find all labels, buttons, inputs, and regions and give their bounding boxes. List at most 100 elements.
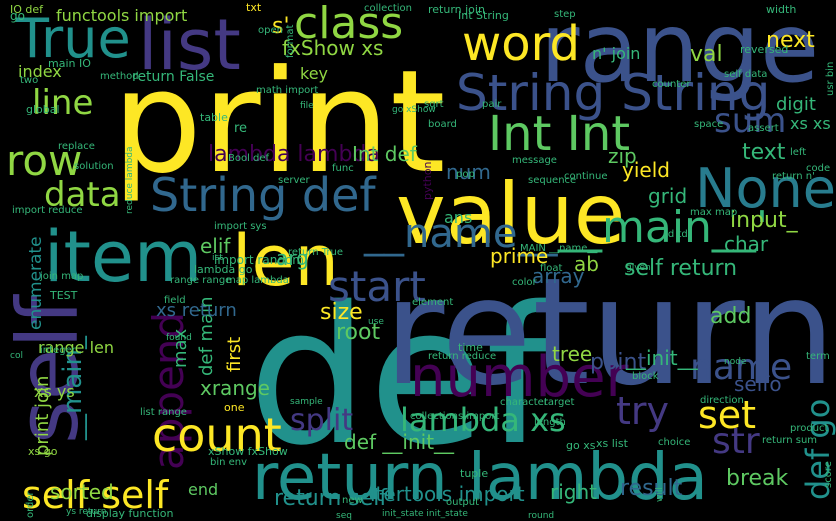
- cloud-word: end: [188, 480, 219, 499]
- cloud-word: String String: [456, 64, 771, 122]
- cloud-word: math import: [256, 85, 319, 96]
- cloud-word: Int Int: [488, 106, 631, 162]
- cloud-word: count: [152, 408, 282, 462]
- cloud-word: number: [410, 345, 629, 410]
- cloud-word: left: [790, 147, 807, 158]
- cloud-word: pair: [482, 99, 502, 110]
- cloud-word: prime: [490, 244, 549, 268]
- cloud-word: tree: [552, 342, 593, 366]
- cloud-word: counter: [652, 79, 691, 90]
- cloud-word: lambda xs: [400, 401, 566, 439]
- cloud-word: range range: [170, 275, 232, 286]
- cloud-word: go: [10, 9, 25, 23]
- cloud-word: add: [710, 304, 752, 329]
- cloud-word: __init__: [626, 346, 698, 370]
- cloud-word: output: [446, 497, 479, 508]
- cloud-word: list range: [140, 407, 187, 418]
- cloud-word: seq: [336, 511, 352, 521]
- cloud-word: __main__': [558, 202, 769, 253]
- cloud-word: self return: [624, 256, 738, 281]
- cloud-word: data: [44, 175, 121, 215]
- cloud-word: result: [620, 476, 683, 501]
- cloud-word: sum: [714, 101, 787, 141]
- cloud-word: character: [500, 397, 548, 408]
- cloud-word: val: [690, 42, 723, 67]
- cloud-word: first: [224, 336, 245, 372]
- cloud-word: True: [16, 7, 131, 70]
- cloud-word: field: [164, 295, 186, 306]
- cloud-word: return join: [428, 3, 485, 16]
- cloud-word: key: [300, 64, 329, 83]
- cloud-word: score: [823, 461, 834, 488]
- cloud-word: return sum: [762, 435, 818, 446]
- cloud-word: fxShow xs: [282, 36, 384, 60]
- cloud-word: replace: [58, 141, 95, 152]
- cloud-word: round: [528, 511, 555, 521]
- cloud-word: lambda lambda: [208, 142, 380, 167]
- cloud-word: display function: [86, 507, 174, 520]
- cloud-word: word: [462, 16, 580, 72]
- cloud-word: integer: [40, 345, 76, 356]
- cloud-word: bin env: [210, 457, 248, 468]
- cloud-word: value: [396, 165, 626, 263]
- cloud-word: str: [712, 421, 760, 462]
- cloud-word: text: [742, 140, 786, 165]
- cloud-word: input_: [730, 208, 798, 233]
- cloud-word: String def: [150, 168, 376, 222]
- cloud-word: try: [616, 389, 670, 433]
- cloud-word: max map: [690, 207, 738, 218]
- cloud-word: open: [258, 25, 283, 36]
- cloud-word: usr bin: [825, 61, 836, 96]
- cloud-word: name: [690, 347, 793, 388]
- cloud-word: one: [224, 401, 245, 414]
- cloud-word: func: [332, 163, 354, 174]
- cloud-word: set: [698, 393, 757, 437]
- cloud-word: col: [10, 351, 23, 361]
- cloud-word: sequence: [528, 175, 577, 186]
- cloud-word: pop: [456, 169, 475, 180]
- cloud-word: point: [590, 350, 647, 375]
- cloud-word: xrange: [200, 376, 270, 400]
- cloud-word: go xShow: [392, 105, 436, 115]
- cloud-word: len: [232, 220, 339, 302]
- cloud-word: __name__: [364, 211, 558, 257]
- cloud-word: lambda go: [194, 263, 253, 276]
- cloud-word: next: [766, 28, 815, 53]
- cloud-word: time: [458, 341, 483, 354]
- cloud-word: n' join: [592, 44, 641, 63]
- cloud-word: return lambda: [252, 441, 708, 515]
- cloud-word: map lambda: [226, 275, 289, 286]
- cloud-word: MAIN __name__: [520, 243, 598, 254]
- cloud-word: ab: [574, 252, 599, 276]
- cloud-word: new: [342, 495, 363, 506]
- cloud-word: txt: [246, 1, 262, 14]
- cloud-word: return n': [772, 171, 815, 182]
- cloud-word: float: [540, 263, 563, 274]
- cloud-word: range len: [38, 338, 115, 357]
- cloud-word: index: [18, 62, 62, 81]
- cloud-word: return reduce: [428, 351, 497, 362]
- cloud-word: elif: [200, 234, 231, 258]
- cloud-word: size: [320, 300, 363, 325]
- cloud-word: return: [383, 246, 836, 418]
- cloud-word: zip: [608, 144, 637, 168]
- cloud-word: xs go: [28, 445, 58, 458]
- cloud-word: num: [446, 160, 491, 184]
- cloud-word: arg: [276, 246, 309, 270]
- cloud-word: return True: [288, 247, 343, 258]
- cloud-word: row: [6, 136, 83, 185]
- cloud-word: def __init__: [344, 430, 455, 454]
- cloud-word: width: [766, 3, 797, 16]
- cloud-word: split: [290, 403, 354, 438]
- cloud-word: Bool def: [228, 153, 270, 164]
- cloud-word: self data: [724, 69, 768, 80]
- cloud-word: table: [200, 111, 228, 124]
- cloud-word: join map: [40, 271, 84, 282]
- cloud-word: python: [421, 161, 434, 200]
- cloud-word: method: [100, 71, 139, 82]
- cloud-word: selfo: [734, 372, 782, 396]
- cloud-word: format: [285, 24, 296, 58]
- cloud-word: self self: [22, 473, 169, 517]
- cloud-word: collections import: [410, 411, 500, 422]
